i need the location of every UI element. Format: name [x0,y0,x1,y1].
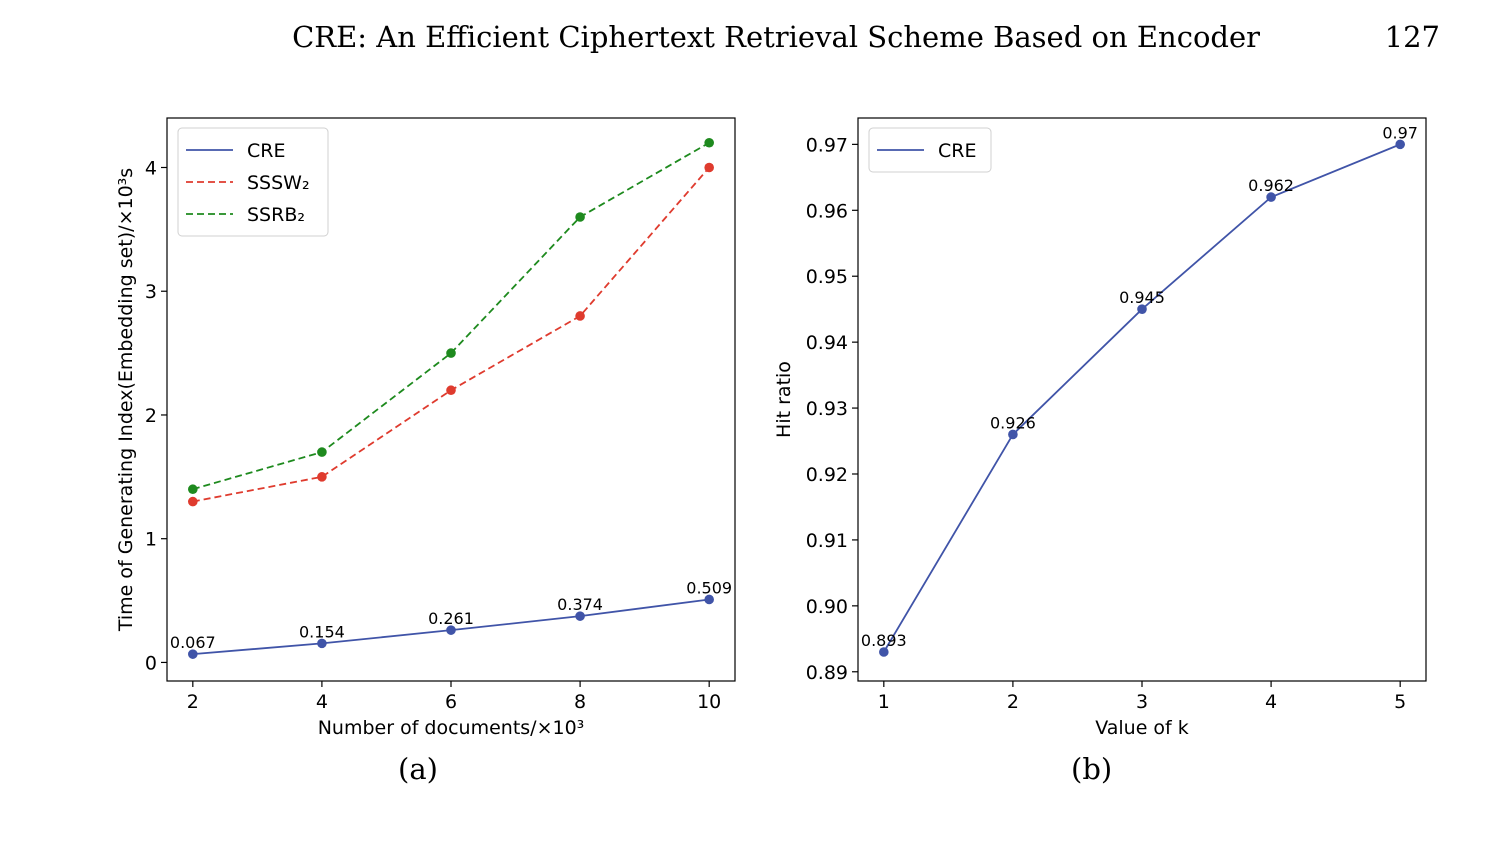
data-point [446,625,456,635]
x-tick-label: 4 [316,691,328,713]
y-axis-label: Hit ratio [773,361,795,438]
y-tick-label: 4 [145,157,157,179]
x-tick-label: 10 [697,691,721,713]
y-tick-label: 0.90 [806,596,848,618]
y-tick-label: 2 [145,405,157,427]
legend-label: CRE [247,140,285,162]
y-tick-label: 0.95 [806,266,848,288]
data-point [704,594,714,605]
data-point [317,472,327,482]
data-point [317,447,327,457]
page-header: CRE: An Efficient Ciphertext Retrieval S… [0,20,1440,64]
y-axis-label: Time of Generating Index(Embedding set)/… [115,168,137,632]
series-line [883,143,1401,653]
page-number: 127 [1384,20,1440,54]
data-point [188,496,198,507]
data-label: 0.893 [861,631,907,650]
data-point [317,638,327,649]
x-tick-label: 6 [445,691,457,713]
data-point [575,212,585,222]
x-tick-label: 8 [574,691,586,713]
data-point [879,647,889,657]
y-tick-label: 0.94 [806,332,848,354]
page-title: CRE: An Efficient Ciphertext Retrieval S… [292,20,1260,54]
data-point [446,385,456,396]
data-label: 0.067 [170,633,216,652]
caption-b: (b) [1071,752,1113,786]
x-tick-label: 5 [1394,691,1406,713]
data-label: 0.926 [990,413,1036,432]
x-tick-label: 2 [1007,691,1019,713]
y-tick-label: 0.93 [806,398,848,420]
data-label: 0.97 [1382,123,1418,142]
y-tick-label: 0.89 [806,662,848,684]
chart-b: 1 2 3 4 5 0.89 0.90 0.91 0.92 0.93 0.94 0.95 0.96 0.9… [773,117,1427,739]
data-label: 0.261 [428,609,474,628]
data-point [446,348,456,358]
data-label: 0.154 [299,622,345,641]
data-point [704,162,714,173]
y-tick-label: 1 [145,529,157,551]
chart-a: 2 4 6 8 10 0 1 2 3 4 Number of documents/×10³ Time … [115,117,736,739]
legend-label: CRE [938,140,976,162]
y-tick-label: 0.96 [806,200,848,222]
x-axis-label: Number of documents/×10³ [318,717,585,739]
y-tick-label: 0.91 [806,530,848,552]
data-point [575,311,585,321]
data-point [188,649,198,659]
data-label: 0.374 [557,595,603,614]
plot-frame [857,117,1427,682]
data-point [1266,192,1276,202]
y-tick-label: 3 [145,281,157,303]
data-label: 0.509 [686,578,732,597]
legend-box [177,127,329,237]
series-line [192,141,710,491]
data-label: 0.945 [1119,288,1165,307]
legend-label: SSRB₂ [247,204,305,226]
x-tick-label: 3 [1136,691,1148,713]
y-tick-label: 0.97 [806,134,848,156]
legend-label: SSSW₂ [247,172,310,194]
data-point [575,611,585,621]
caption-a: (a) [398,752,438,786]
y-tick-label: 0 [145,652,157,674]
y-tick-label: 0.92 [806,464,848,486]
data-point [188,484,198,495]
data-point [1008,429,1018,440]
x-tick-label: 4 [1265,691,1277,713]
data-label: 0.962 [1248,176,1294,195]
x-axis-label: Value of k [1095,717,1189,739]
x-tick-label: 2 [187,691,199,713]
data-point [1395,139,1405,150]
data-point [704,137,714,148]
legend-box [868,127,992,173]
x-tick-label: 1 [878,691,890,713]
data-point [1137,304,1147,314]
